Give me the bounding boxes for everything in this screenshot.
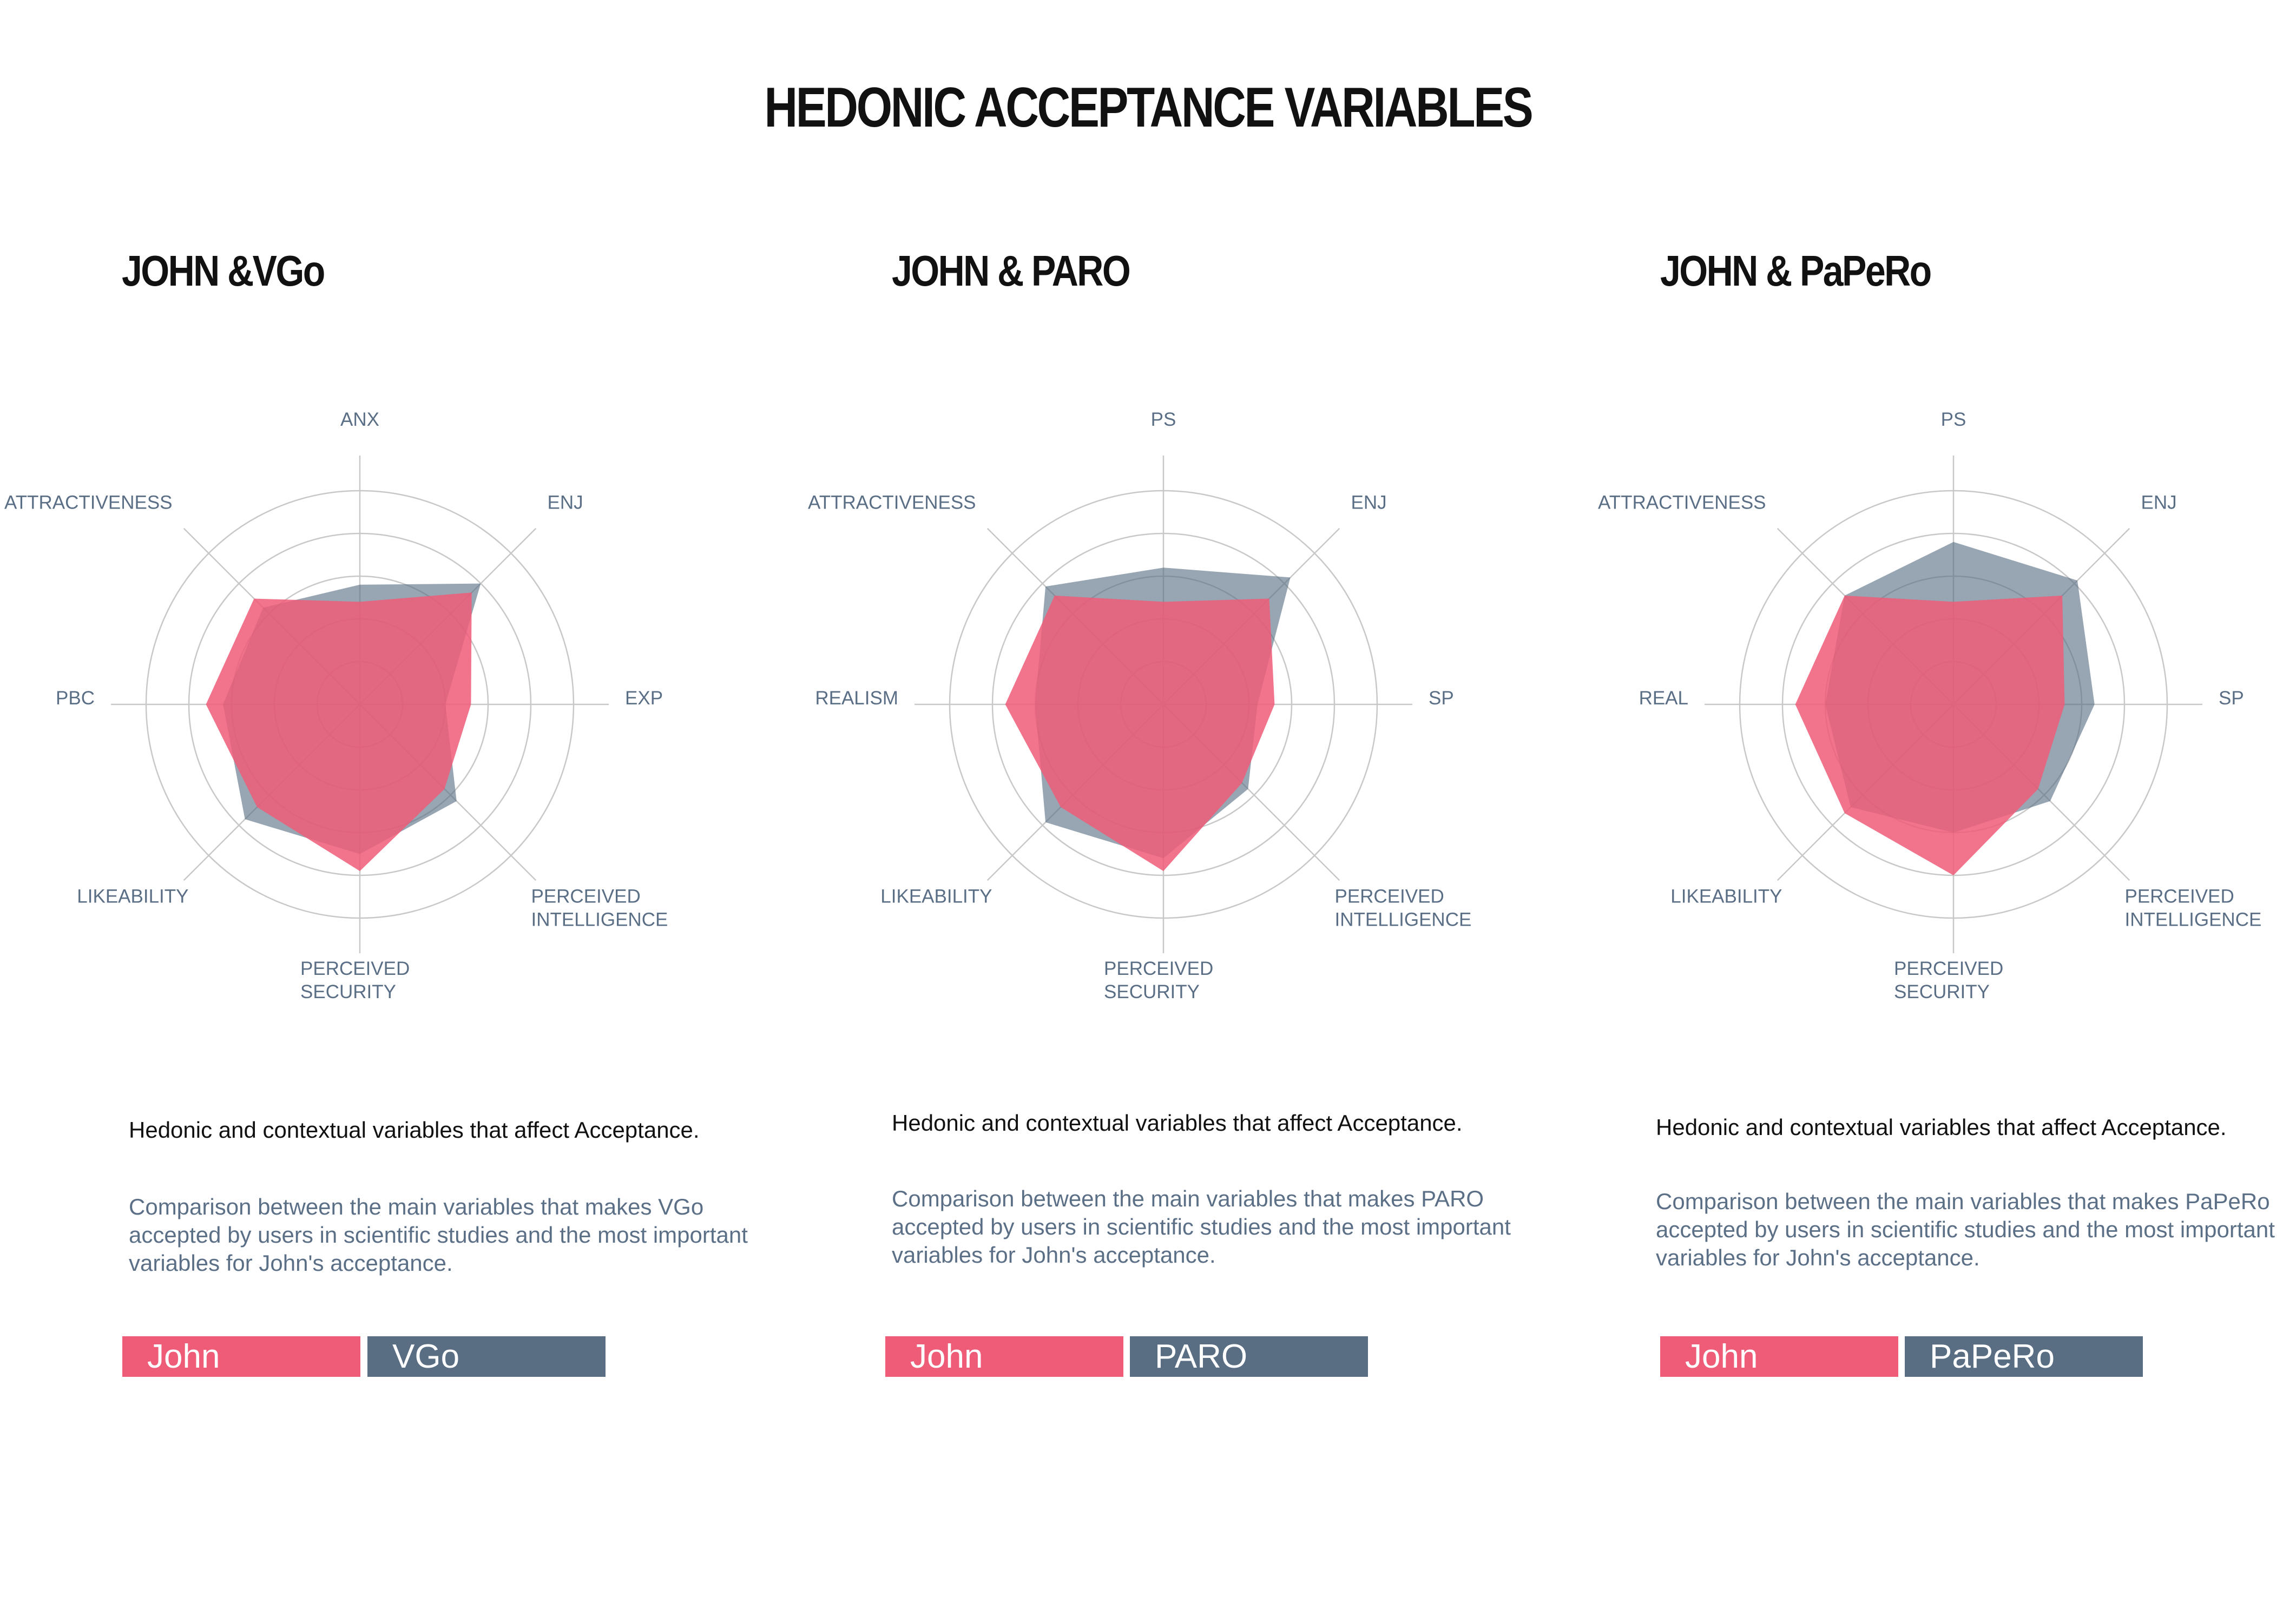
legend-john-papero: John [1660,1336,1898,1377]
radar-chart-paro: PS ENJ SP PERCEIVED INTELLIGENCE PERCEIVED SEC… [808,409,1471,1002]
description-title-papero: Hedonic and contextual variables that af… [1656,1114,2227,1140]
axis-label-perceived-intelligence: PERCEIVED INTELLIGENCE [531,886,668,930]
axis-label-enj: ENJ [1351,492,1386,513]
axis-label-perceived-security: PERCEIVED SECURITY [1894,958,2003,1002]
legend-robot-paro: PARO [1130,1336,1368,1377]
description-papero: Comparison between the main variables th… [1656,1189,2275,1270]
axis-label-perceived-intelligence: PERCEIVED INTELLIGENCE [2124,886,2261,930]
axis-label-perceived-security: PERCEIVED SECURITY [300,958,410,1002]
radar-chart-papero: PS ENJ SP PERCEIVED INTELLIGENCE PERCEIVED SEC… [1598,409,2261,1002]
axis-label-ps: PS [1151,409,1176,430]
legend-robot-vgo: VGo [367,1336,606,1377]
axis-label-attractiveness: ATTRACTIVENESS [4,492,173,513]
axis-label-likeability: LIKEABILITY [77,886,188,907]
axis-label-likeability: LIKEABILITY [880,886,992,907]
axis-label-enj: ENJ [2141,492,2176,513]
description-vgo: Comparison between the main variables th… [129,1194,748,1276]
axis-label-real: REAL [1639,688,1688,709]
chart-title-paro: JOHN & PARO [892,247,1131,295]
description-title-vgo: Hedonic and contextual variables that af… [129,1117,700,1143]
legend-robot-papero: PaPeRo [1905,1336,2143,1377]
series-area-john [1795,595,2065,875]
series-area-john [206,592,472,872]
axis-label-likeability: LIKEABILITY [1670,886,1782,907]
axis-label-realism: REALISM [815,688,898,709]
legend-john-paro: John [885,1336,1123,1377]
axis-label-perceived-intelligence: PERCEIVED INTELLIGENCE [1334,886,1471,930]
radar-chart-vgo: ANX ENJ EXP PERCEIVED INTELLIGENCE PERCEIVED S… [4,409,668,1002]
axis-label-ps: PS [1941,409,1966,430]
axis-label-exp: EXP [625,688,663,709]
series-area-john [1005,595,1275,872]
axis-label-pbc: PBC [56,688,95,709]
axis-label-attractiveness: ATTRACTIVENESS [1598,492,1766,513]
legend-john-vgo: John [122,1336,360,1377]
axis-label-attractiveness: ATTRACTIVENESS [808,492,976,513]
axis-label-sp: SP [2219,688,2244,709]
chart-title-vgo: JOHN &VGo [122,247,325,295]
description-title-paro: Hedonic and contextual variables that af… [892,1110,1463,1136]
axis-label-sp: SP [1429,688,1454,709]
chart-title-papero: JOHN & PaPeRo [1660,247,1932,295]
page-title: HEDONIC ACCEPTANCE VARIABLES [764,76,1533,139]
axis-label-enj: ENJ [547,492,583,513]
axis-label-anx: ANX [340,409,379,430]
description-paro: Comparison between the main variables th… [892,1186,1511,1268]
axis-label-perceived-security: PERCEIVED SECURITY [1104,958,1213,1002]
